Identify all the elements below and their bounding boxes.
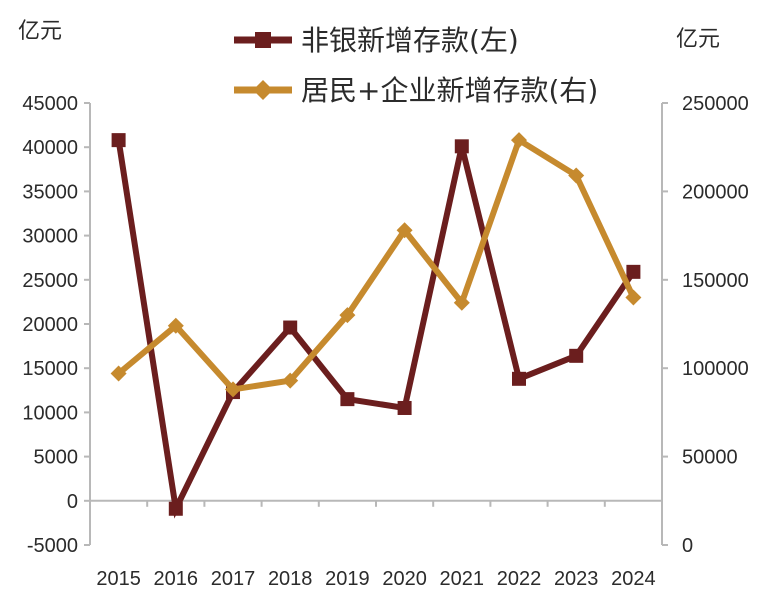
x-tick-label: 2019 (325, 568, 370, 590)
legend-label-right-series: 居民+企业新增存款(右) (301, 74, 598, 107)
x-tick-label: 2020 (382, 568, 427, 590)
x-tick-label: 2016 (154, 568, 199, 590)
x-tick-label: 2018 (268, 568, 313, 590)
point-left-2015 (111, 133, 126, 148)
point-right-2017 (225, 381, 241, 398)
x-tick-label: 2022 (497, 568, 542, 590)
point-right-2016 (167, 317, 184, 334)
left-tick-label: 25000 (22, 270, 78, 292)
left-tick-label: 15000 (22, 358, 78, 380)
point-left-2022 (512, 371, 526, 386)
point-left-2019 (340, 392, 355, 407)
x-tick-label: 2023 (554, 568, 599, 590)
left-tick-label: 40000 (22, 137, 78, 159)
x-tick-label: 2024 (611, 568, 656, 590)
point-right-2015 (110, 365, 127, 382)
point-right-2020 (396, 222, 413, 239)
axes: -5000 0 5000 10000 15000 20000 25000 30000 35000… (22, 93, 748, 590)
point-left-2024 (626, 264, 641, 279)
left-tick-label: 30000 (22, 226, 78, 248)
point-left-2023 (569, 348, 584, 363)
series-layer (110, 132, 642, 519)
legend: 非银新增存款(左) 居民+企业新增存款(右) (234, 24, 598, 107)
x-tick-label: 2021 (440, 568, 485, 590)
left-tick-label: 5000 (34, 447, 79, 469)
series-line-right (116, 135, 637, 393)
left-axis-unit: 亿元 (18, 19, 62, 44)
point-left-2018 (283, 320, 298, 335)
x-tick-label: 2015 (96, 568, 141, 590)
point-left-2021 (454, 139, 469, 154)
right-tick-label: 200000 (682, 181, 749, 203)
right-tick-label: 150000 (682, 270, 749, 292)
left-tick-label: -5000 (27, 535, 78, 557)
right-tick-label: 100000 (682, 358, 749, 380)
left-tick-label: 35000 (22, 181, 78, 203)
left-tick-label: 0 (67, 491, 78, 513)
series-line-left (115, 139, 636, 519)
point-right-2022 (511, 132, 527, 149)
point-right-2024 (625, 289, 642, 306)
right-tick-label: 0 (682, 535, 693, 557)
left-tick-label: 20000 (22, 314, 78, 336)
point-right-2018 (282, 372, 299, 389)
left-tick-label: 45000 (22, 93, 78, 115)
point-left-2020 (397, 400, 412, 415)
point-left-2016 (168, 501, 183, 516)
legend-label-left-series: 非银新增存款(左) (301, 24, 519, 57)
point-right-2021 (453, 294, 470, 311)
right-axis-unit: 亿元 (676, 27, 720, 52)
legend-marker-right-series (253, 80, 273, 100)
x-tick-label: 2017 (211, 568, 256, 590)
point-right-2023 (568, 167, 585, 184)
left-tick-label: 10000 (22, 402, 78, 424)
right-tick-label: 250000 (682, 93, 749, 115)
legend-marker-left-series (255, 32, 271, 48)
right-tick-label: 50000 (682, 447, 738, 469)
point-right-2019 (339, 307, 356, 324)
